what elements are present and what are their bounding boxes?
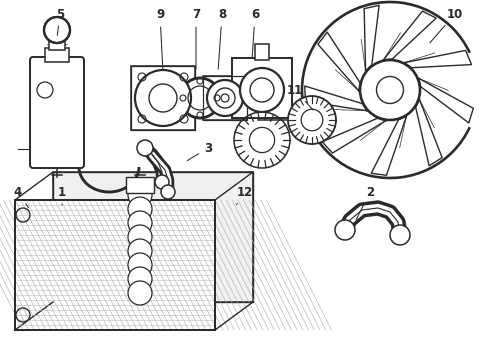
Circle shape bbox=[128, 239, 152, 263]
Text: 12: 12 bbox=[237, 185, 253, 205]
Circle shape bbox=[128, 211, 152, 235]
Circle shape bbox=[135, 70, 191, 126]
Circle shape bbox=[390, 225, 410, 245]
FancyBboxPatch shape bbox=[30, 57, 84, 168]
Circle shape bbox=[155, 175, 169, 189]
Text: 7: 7 bbox=[192, 9, 200, 69]
Text: 6: 6 bbox=[251, 9, 259, 57]
Bar bbox=[49, 38, 65, 50]
Circle shape bbox=[128, 267, 152, 291]
Circle shape bbox=[128, 225, 152, 249]
Circle shape bbox=[180, 78, 220, 118]
Bar bbox=[15, 200, 215, 330]
Bar bbox=[232, 58, 292, 118]
Text: 5: 5 bbox=[56, 8, 64, 35]
Circle shape bbox=[128, 253, 152, 277]
Bar bbox=[203, 76, 247, 120]
Text: 8: 8 bbox=[218, 9, 226, 69]
Bar bbox=[15, 200, 215, 330]
Circle shape bbox=[161, 185, 175, 199]
Text: 2: 2 bbox=[356, 185, 374, 220]
Text: 3: 3 bbox=[187, 141, 212, 161]
Text: 10: 10 bbox=[430, 8, 463, 43]
Circle shape bbox=[240, 68, 284, 112]
Bar bbox=[131, 66, 195, 130]
Circle shape bbox=[128, 281, 152, 305]
Circle shape bbox=[128, 197, 152, 221]
Text: 9: 9 bbox=[156, 9, 164, 69]
Bar bbox=[131, 66, 195, 130]
Circle shape bbox=[44, 17, 70, 43]
Bar bbox=[53, 172, 253, 302]
Circle shape bbox=[128, 183, 152, 207]
Bar bbox=[15, 200, 215, 330]
Bar bbox=[126, 177, 154, 193]
Circle shape bbox=[137, 140, 153, 156]
Text: 4: 4 bbox=[14, 185, 28, 208]
Text: 11: 11 bbox=[287, 84, 313, 110]
Text: 1: 1 bbox=[58, 185, 66, 205]
Circle shape bbox=[207, 80, 243, 116]
Bar bbox=[53, 172, 253, 302]
Circle shape bbox=[335, 220, 355, 240]
Circle shape bbox=[288, 96, 336, 144]
Bar bbox=[203, 76, 247, 120]
Bar bbox=[255, 44, 269, 60]
Bar bbox=[232, 58, 292, 118]
Circle shape bbox=[360, 60, 420, 120]
Bar bbox=[45, 48, 69, 62]
